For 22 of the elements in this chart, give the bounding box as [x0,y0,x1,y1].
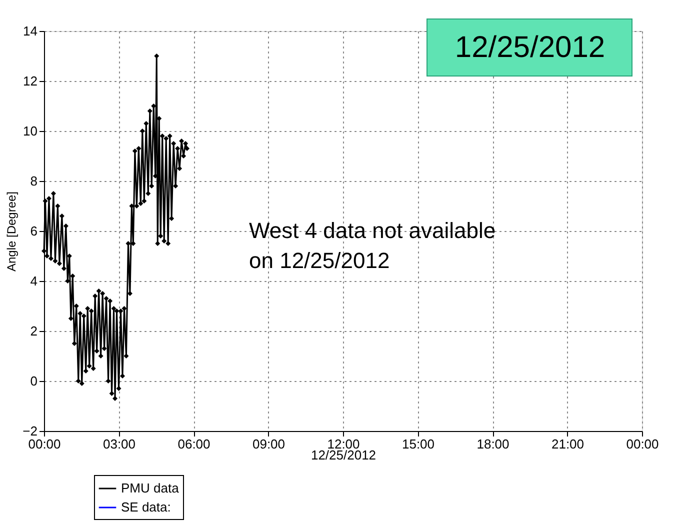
y-tick-label: 8 [30,174,38,188]
y-tick-label: −2 [22,424,38,438]
y-axis-title: Angle [Degree] [4,191,19,272]
x-tick-label: 15:00 [402,436,435,452]
legend-label: PMU data [121,480,180,496]
x-tick-label: 03:00 [102,436,136,452]
y-tick-label: 0 [30,374,38,388]
y-tick-label: 12 [23,74,38,88]
x-tick-label: 00:00 [626,436,659,452]
annotation: 12/25/2012 [454,31,606,64]
annotation: West 4 data not available on 12/25/2012 [249,218,496,273]
y-tick-label: 4 [30,274,38,288]
legend-label: SE data: [121,500,171,514]
y-tick-label: 2 [30,324,38,338]
x-tick-label: 21:00 [551,436,584,452]
x-tick-label: 06:00 [178,436,210,452]
x-tick-label: 09:00 [252,436,286,452]
x-tick-label: 00:00 [28,436,61,452]
y-tick-label: 14 [23,24,38,38]
x-tick-label: 18:00 [476,436,510,452]
y-tick-label: 6 [30,224,38,238]
y-tick-label: 10 [23,124,38,138]
